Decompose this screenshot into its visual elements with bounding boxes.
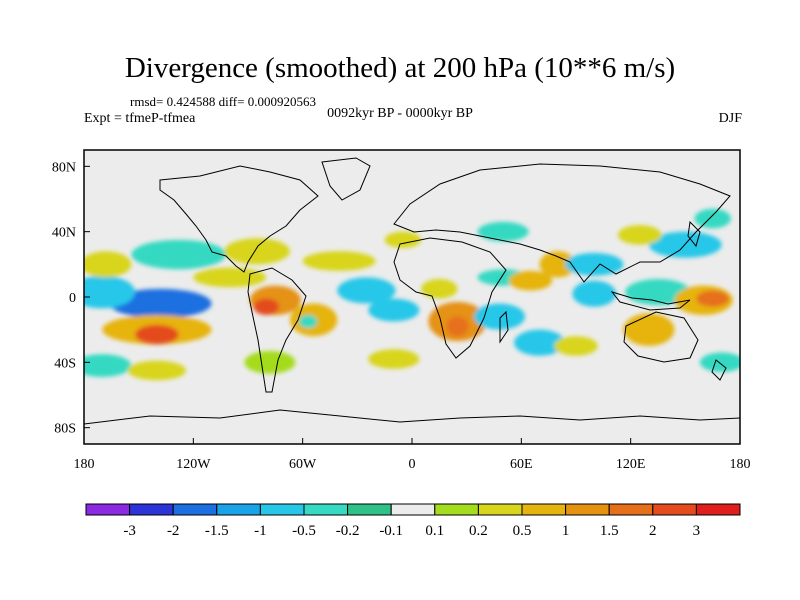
coast-japan (687, 220, 701, 248)
colorbar-swatch-11 (565, 503, 610, 516)
divergence-field (84, 208, 740, 381)
divergence-cell-22 (473, 303, 525, 330)
coastlines (84, 157, 740, 425)
coast-antarctica (84, 409, 740, 425)
colorbar-swatch-5 (303, 503, 349, 516)
season-text: DJF (718, 111, 742, 126)
colorbar-swatch-14 (695, 503, 741, 516)
expt-text: Expt = tfmeP-tfmea (84, 111, 196, 126)
colorbar-swatch-8 (434, 503, 479, 516)
colorbar-label-7: 0.1 (425, 523, 444, 539)
x-tick-label-1: 120W (176, 457, 211, 472)
period-text: 0092kyr BP - 0000kyr BP (327, 106, 473, 121)
colorbar-label-9: 0.5 (513, 523, 532, 539)
colorbar-swatch-1 (129, 503, 174, 516)
divergence-cell-34 (514, 329, 566, 356)
divergence-cell-0 (109, 288, 212, 319)
coast-new-zealand (711, 359, 727, 381)
colorbar-swatch-12 (608, 503, 654, 516)
divergence-cell-36 (699, 352, 740, 373)
colorbar-swatch-9 (477, 503, 523, 516)
chart-title: Divergence (smoothed) at 200 hPa (10**6 … (124, 52, 676, 84)
stats-text: rmsd= 0.424588 diff= 0.000920563 (130, 94, 316, 109)
divergence-cell-20 (421, 279, 458, 299)
colorbar-label-0: -3 (123, 523, 136, 539)
colorbar-swatch-7 (390, 503, 436, 516)
colorbar-label-11: 1.5 (600, 523, 619, 539)
coast-greenland (321, 157, 371, 201)
divergence-cell-3 (135, 324, 179, 345)
divergence-cell-37 (368, 349, 420, 369)
divergence-cell-29 (696, 290, 730, 307)
divergence-cell-6 (193, 267, 267, 288)
divergence-cell-23 (508, 270, 553, 291)
divergence-cell-30 (623, 313, 675, 346)
y-tick-label-4: 80S (54, 422, 76, 437)
y-axis: 80N 40N 0 40S 80S (52, 160, 90, 437)
divergence-cell-15 (84, 354, 132, 378)
divergence-cell-24 (539, 251, 576, 278)
x-tick-label-2: 60W (289, 457, 317, 472)
colorbar: -3 -2 -1.5 -1 -0.5 -0.2 -0.1 0.1 0.2 0.5 1 1.5 2 3 (85, 503, 741, 539)
y-tick-label-3: 40S (54, 356, 76, 371)
divergence-cell-5 (131, 239, 227, 270)
divergence-cell-12 (302, 251, 376, 271)
divergence-cell-13 (337, 277, 396, 304)
colorbar-label-5: -0.2 (336, 523, 360, 539)
x-tick-label-5: 120E (616, 457, 646, 472)
x-tick-label-3: 0 (409, 457, 416, 472)
colorbar-swatch-10 (521, 503, 567, 516)
coast-africa (393, 237, 507, 359)
x-axis: 180 120W 60W 0 60E 120E 180 (74, 438, 751, 472)
colorbar-label-1: -2 (167, 523, 180, 539)
divergence-cell-33 (694, 208, 731, 229)
coast-indonesia (610, 291, 691, 311)
colorbar-swatch-13 (652, 503, 697, 516)
divergence-cell-32 (617, 225, 662, 245)
y-tick-label-2: 0 (69, 291, 76, 306)
coast-eurasia (393, 163, 731, 283)
colorbar-swatch-3 (216, 503, 261, 516)
divergence-cell-14 (368, 298, 420, 322)
divergence-cell-10 (299, 314, 318, 329)
x-tick-label-6: 180 (730, 457, 751, 472)
colorbar-swatch-6 (347, 503, 392, 516)
divergence-cell-39 (384, 231, 422, 248)
colorbar-label-4: -0.5 (292, 523, 316, 539)
colorbar-label-3: -1 (254, 523, 267, 539)
y-tick-label-0: 80N (52, 160, 76, 175)
x-tick-label-0: 180 (74, 457, 95, 472)
colorbar-swatch-4 (259, 503, 305, 516)
divergence-cell-4 (84, 251, 132, 278)
x-tick-label-4: 60E (510, 457, 533, 472)
coast-madagascar (499, 310, 509, 344)
colorbar-label-12: 2 (649, 523, 657, 539)
divergence-cell-17 (244, 350, 296, 374)
divergence-cell-19 (446, 316, 469, 337)
coast-north-america (159, 165, 319, 273)
coast-south-america (247, 267, 307, 393)
colorbar-label-10: 1 (562, 523, 570, 539)
colorbar-label-13: 3 (693, 523, 701, 539)
y-tick-label-1: 40N (52, 226, 76, 241)
divergence-cell-38 (477, 221, 529, 242)
colorbar-label-6: -0.1 (379, 523, 403, 539)
colorbar-swatch-2 (172, 503, 218, 516)
divergence-cell-8 (253, 298, 279, 315)
coast-australia (623, 311, 699, 363)
colorbar-label-8: 0.2 (469, 523, 488, 539)
divergence-cell-26 (572, 280, 617, 307)
divergence-cell-16 (127, 360, 187, 381)
divergence-cell-25 (565, 252, 624, 276)
divergence-cell-11 (224, 238, 290, 265)
colorbar-label-2: -1.5 (205, 523, 229, 539)
divergence-cell-35 (554, 336, 598, 356)
divergence-cell-1 (84, 275, 136, 309)
colorbar-swatch-0 (85, 503, 131, 516)
